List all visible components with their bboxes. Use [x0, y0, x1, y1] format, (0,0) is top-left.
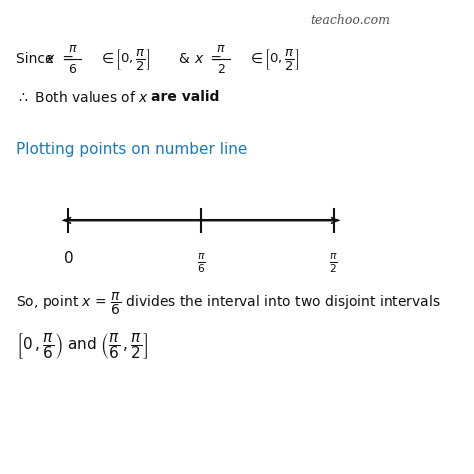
- Text: $\frac{\pi}{6}$: $\frac{\pi}{6}$: [197, 251, 205, 275]
- Text: =: =: [57, 52, 78, 66]
- Text: $\in$: $\in$: [94, 52, 118, 66]
- Text: &: &: [178, 52, 189, 66]
- Text: $x$: $x$: [194, 52, 204, 66]
- Text: =: =: [206, 52, 226, 66]
- Text: $\left[0,\dfrac{\pi}{2}\right]$: $\left[0,\dfrac{\pi}{2}\right]$: [264, 47, 299, 72]
- Text: So, point $x$ = $\dfrac{\pi}{6}$ divides the interval into two disjoint interval: So, point $x$ = $\dfrac{\pi}{6}$ divides…: [16, 290, 441, 317]
- Text: $\left[0\,,\dfrac{\pi}{6}\right)$ and $\left(\dfrac{\pi}{6}\,,\dfrac{\pi}{2}\rig: $\left[0\,,\dfrac{\pi}{6}\right)$ and $\…: [16, 331, 148, 361]
- Text: $\in$: $\in$: [243, 52, 267, 66]
- Text: $\pi$: $\pi$: [216, 42, 226, 55]
- Text: teachoo.com: teachoo.com: [310, 14, 390, 27]
- Text: $\pi$: $\pi$: [67, 42, 77, 55]
- Text: 6: 6: [68, 63, 76, 76]
- Text: 0: 0: [64, 251, 73, 266]
- Text: $x$: $x$: [46, 52, 56, 66]
- Text: Since: Since: [16, 52, 58, 66]
- Text: Plotting points on number line: Plotting points on number line: [16, 142, 247, 157]
- Text: 2: 2: [217, 63, 225, 76]
- Text: $\frac{\pi}{2}$: $\frac{\pi}{2}$: [329, 251, 338, 275]
- Text: $\left[0,\dfrac{\pi}{2}\right]$: $\left[0,\dfrac{\pi}{2}\right]$: [115, 47, 151, 72]
- Text: $\therefore$ Both values of $x$: $\therefore$ Both values of $x$: [16, 90, 149, 105]
- Text: are valid: are valid: [151, 90, 219, 104]
